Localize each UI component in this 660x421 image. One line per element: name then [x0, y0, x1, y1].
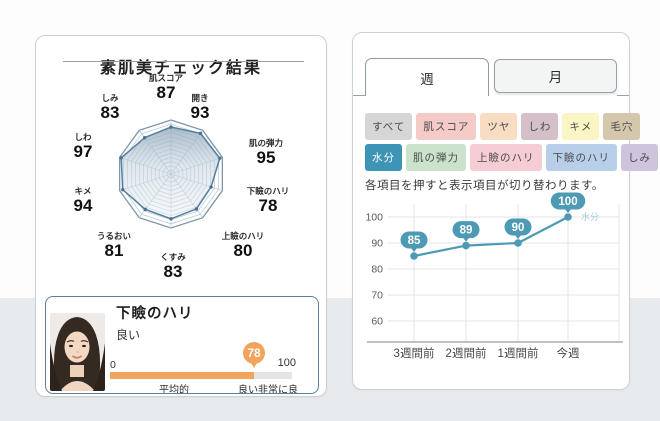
chip-all[interactable]: すべて — [365, 113, 413, 140]
value-bubble-text: 89 — [460, 225, 473, 237]
x-axis-label: 今週 — [557, 346, 580, 360]
value-marker-pointer — [248, 358, 260, 368]
metric-chip-row-2: 水分 肌の弾力 上瞼のハリ 下瞼のハリ しみ — [365, 144, 658, 171]
detail-rating: 良い — [116, 328, 141, 342]
face-photo-illustration — [50, 313, 105, 391]
page-title: 素肌美チェック結果 — [99, 59, 262, 77]
value-bubble — [504, 218, 532, 236]
value-marker: 78 — [243, 342, 265, 368]
value-bubble-text: 85 — [408, 235, 421, 247]
y-axis-tick: 90 — [371, 238, 383, 250]
radar-axis-value: 95 — [257, 148, 276, 167]
radar-axis-label: キメ — [74, 186, 91, 196]
data-point — [462, 241, 470, 250]
radar-axis-value: 93 — [191, 103, 210, 122]
x-axis-label: 2週間前 — [446, 346, 487, 360]
metric-chip-row-1: すべて 肌スコア ツヤ しわ キメ 毛穴 — [365, 113, 641, 140]
radar-axis-label: 上瞼のハリ — [222, 231, 265, 241]
x-axis-label: 3週間前 — [394, 346, 435, 360]
chip-upper-eyelid[interactable]: 上瞼のハリ — [470, 144, 542, 171]
metric-detail-card: 下瞼のハリ 良い 0 100 78 平均的 良い 非常に良 — [45, 296, 319, 394]
tab-week[interactable]: 週 — [365, 58, 489, 96]
radar-axis-value: 94 — [74, 196, 93, 215]
score-bar — [110, 372, 292, 379]
radar-axis-value: 78 — [259, 196, 278, 215]
scale-max-label: 100 — [277, 357, 296, 369]
tabbar-line-left — [353, 95, 366, 96]
radar-chart: 肌スコア 87 開き 93 肌の弾力 95 下瞼のハリ 78 上瞼のハリ 80 くすみ 83 うるおい 8… — [36, 68, 326, 290]
chip-lower-eyelid[interactable]: 下瞼のハリ — [545, 144, 617, 171]
scale-label: 平均的 — [159, 385, 189, 394]
radar-axis-label: 肌の弾力 — [248, 138, 283, 148]
chip-texture[interactable]: キメ — [562, 113, 600, 140]
scale-label: 非常に良 — [258, 385, 298, 394]
radar-axis-value: 81 — [105, 241, 124, 260]
data-point — [564, 213, 572, 221]
radar-axis-label: 開き — [191, 93, 208, 103]
radar-axis-value: 87 — [157, 83, 176, 102]
trend-line-chart: 100 90 80 70 60 3週間前 2週間前 1週間前 今週 85 89 90 100 水分 — [359, 191, 631, 363]
value-bubble — [452, 221, 480, 239]
data-point — [514, 239, 522, 247]
radar-axis-value: 80 — [234, 241, 253, 260]
trend-line — [413, 216, 569, 258]
detail-metric-title: 下瞼のハリ — [116, 306, 194, 322]
radar-axis-value: 83 — [164, 262, 183, 281]
series-label: 水分 — [581, 211, 599, 222]
title-divider — [63, 61, 304, 62]
trend-card: 週 月 すべて 肌スコア ツヤ しわ キメ 毛穴 水分 肌の弾力 上瞼のハリ 下瞼のハリ しみ 各… — [352, 32, 658, 390]
chip-wrinkles[interactable]: しわ — [521, 113, 559, 140]
y-axis-tick: 80 — [371, 264, 383, 276]
radar-axis-label: うるおい — [97, 231, 131, 241]
tabbar-line-right — [617, 95, 629, 96]
value-bubble-text: 100 — [558, 196, 577, 208]
chip-instruction-text: 各項目を押すと表示項目が切り替わります。 — [365, 180, 604, 192]
chip-elasticity[interactable]: 肌の弾力 — [406, 144, 466, 171]
radar-axis-label: しみ — [101, 93, 119, 103]
radar-axis-label: 肌スコア — [148, 73, 184, 83]
value-bubble — [550, 192, 586, 210]
radar-axis-value: 83 — [101, 103, 120, 122]
data-point — [410, 252, 418, 260]
skin-check-result-card: 素肌美チェック結果 肌スコア 87 開き 93 肌の弾力 95 下瞼のハリ 78 上瞼のハリ 80… — [35, 35, 327, 397]
tab-month[interactable]: 月 — [494, 59, 617, 93]
y-axis-tick: 70 — [371, 290, 383, 302]
x-axis-label: 1週間前 — [498, 346, 539, 360]
chip-pores[interactable]: 毛穴 — [603, 113, 641, 140]
scale-label: 良い — [238, 385, 258, 394]
value-marker-text: 78 — [247, 346, 261, 360]
radar-axis-label: 下瞼のハリ — [247, 186, 290, 196]
chip-spots[interactable]: しみ — [621, 144, 658, 171]
chip-gloss[interactable]: ツヤ — [480, 113, 518, 140]
face-photo — [50, 313, 105, 391]
chip-moisture[interactable]: 水分 — [365, 144, 402, 171]
score-bar-fill — [110, 372, 254, 379]
radar-axis-value: 97 — [74, 142, 93, 161]
radar-axis-label: くすみ — [160, 252, 186, 262]
value-bubble — [400, 231, 428, 249]
radar-axis-label: しわ — [74, 132, 92, 142]
scale-min-label: 0 — [110, 359, 116, 371]
y-axis-tick: 100 — [365, 212, 383, 224]
value-bubble-text: 90 — [512, 222, 525, 234]
chip-skin-score[interactable]: 肌スコア — [416, 113, 477, 140]
y-axis-tick: 60 — [371, 316, 383, 328]
